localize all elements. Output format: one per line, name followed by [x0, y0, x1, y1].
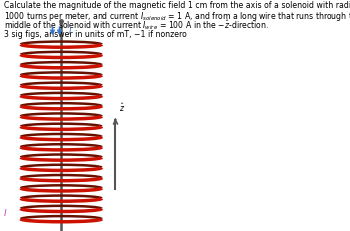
- Text: 3 sig figs, answer in units of mT, −1 if nonzero: 3 sig figs, answer in units of mT, −1 if…: [4, 30, 186, 39]
- Text: $\hat{z}$: $\hat{z}$: [119, 102, 125, 114]
- Text: $I$: $I$: [3, 207, 7, 218]
- Text: Calculate the magnitude of the magnetic field 1 cm from the axis of a solenoid w: Calculate the magnitude of the magnetic …: [4, 1, 350, 10]
- Text: 1000 turns per meter, and current $I_{solenoid}$ = 1 A, and from a long wire tha: 1000 turns per meter, and current $I_{so…: [4, 10, 350, 23]
- Text: $I$: $I$: [68, 24, 72, 36]
- Text: middle of the solenoid with current $I_{wire}$ = 100 A in the $-\hat{z}$-directi: middle of the solenoid with current $I_{…: [4, 18, 268, 32]
